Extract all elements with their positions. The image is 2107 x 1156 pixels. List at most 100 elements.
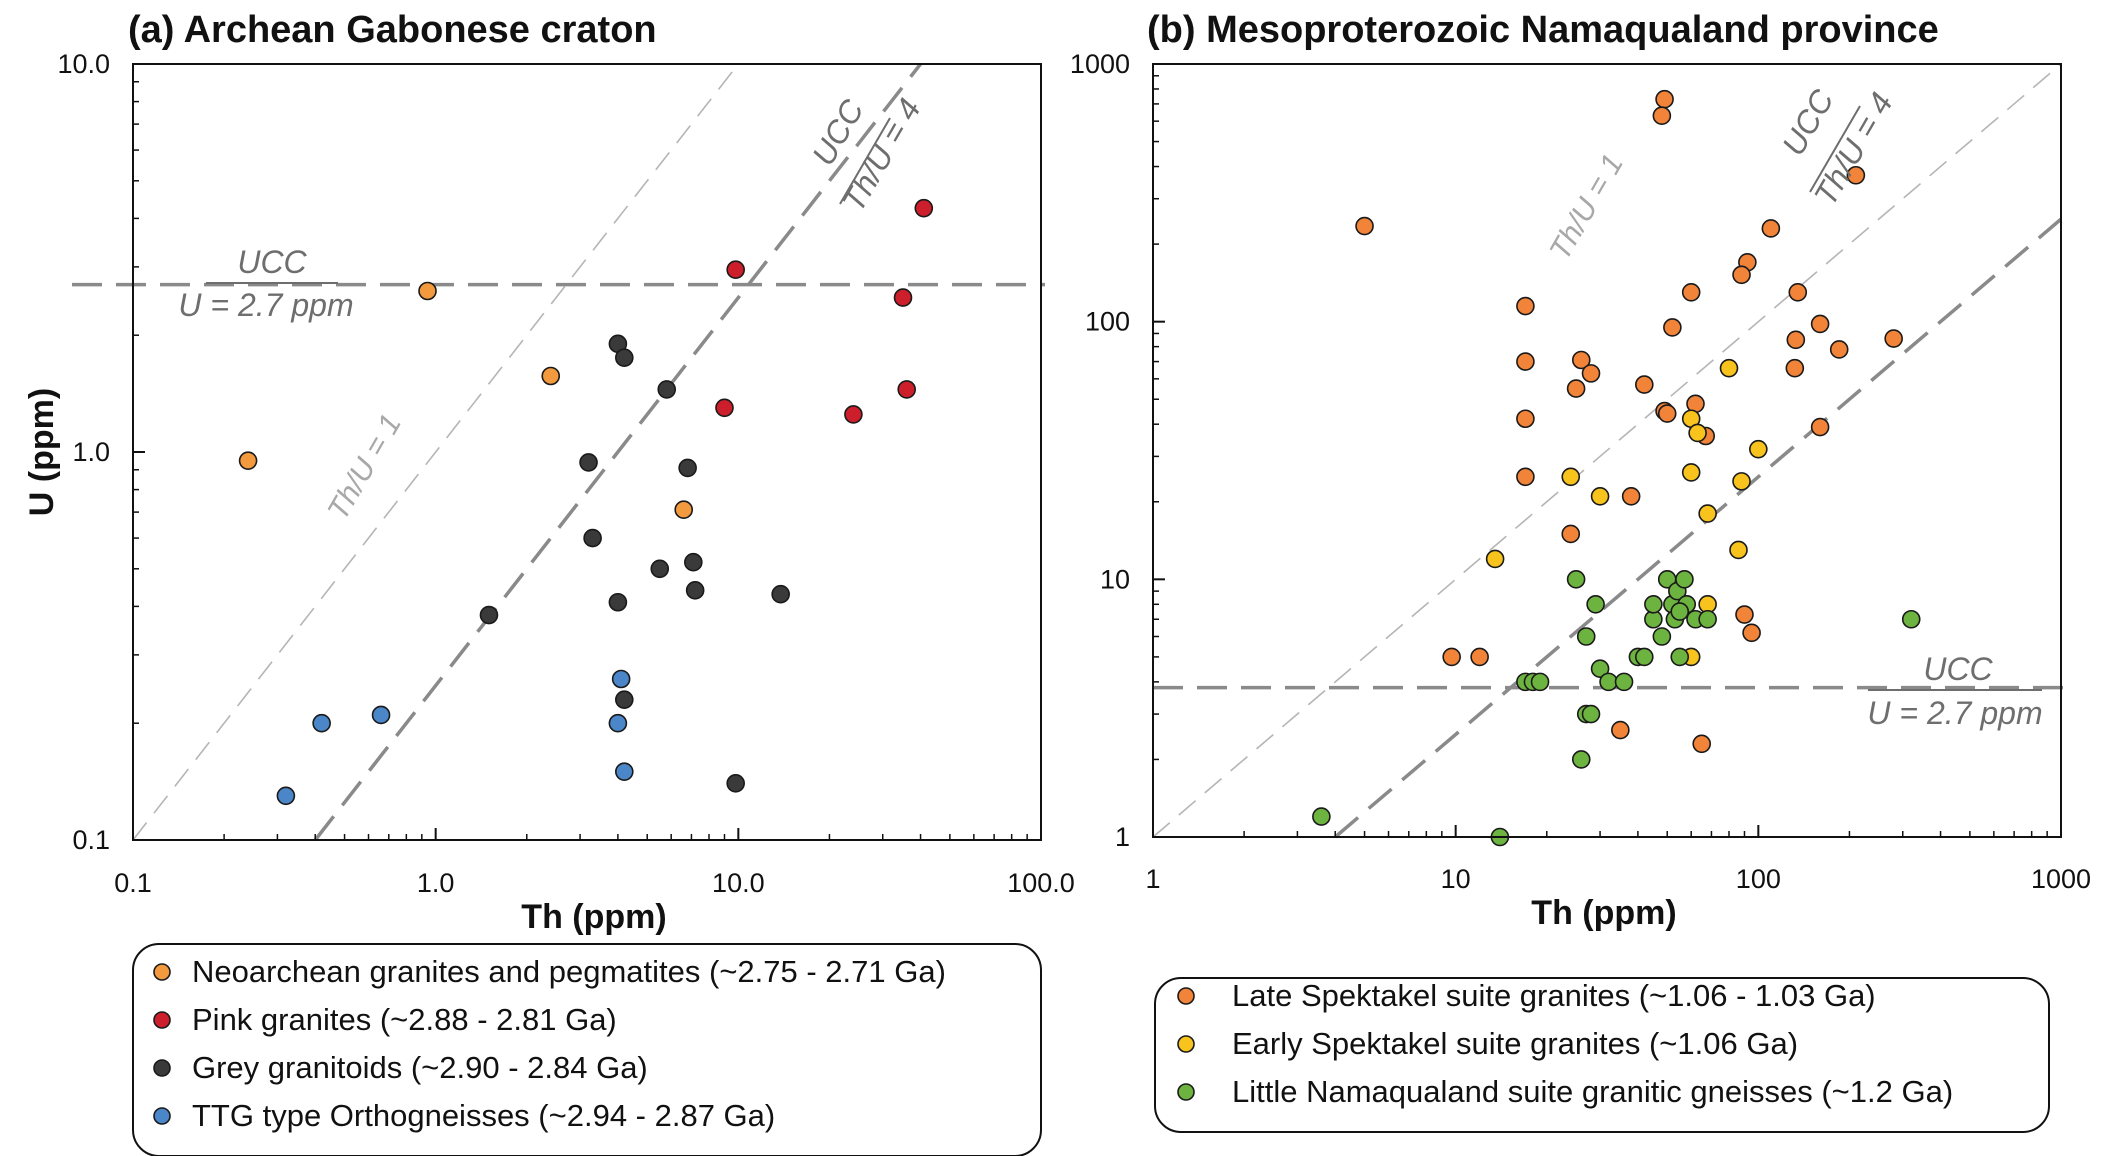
data-point-late-spektakel <box>1884 329 1903 348</box>
legend-marker-early-spektakel <box>1177 1035 1195 1053</box>
data-point-grey <box>583 528 602 548</box>
ucc-th-u-4-reference-line <box>1334 217 2063 839</box>
panel-a-guide-lines <box>72 62 1045 842</box>
panel-a-ticks: 0.1 1.0 10.0 100.0 0.1 1.0 10.0 <box>57 49 1074 898</box>
x-tick-label: 100.0 <box>1007 868 1075 898</box>
data-point-grey <box>479 605 499 625</box>
y-tick-label: 1000 <box>1070 49 1130 79</box>
data-point-grey <box>615 348 634 368</box>
panel-a-points <box>238 198 934 806</box>
panel-a-ucc-u-label: UCC <box>237 244 307 280</box>
data-point-little-namaqualand <box>1698 609 1717 629</box>
panel-b-legend <box>1154 977 2050 1133</box>
data-point-grey <box>726 774 745 793</box>
th-u-1-reference-line <box>1152 63 2062 838</box>
y-tick-label: 1 <box>1115 822 1130 852</box>
data-point-late-spektakel <box>1829 340 1849 359</box>
panel-a-ucc-u-value: U = 2.7 ppm <box>178 287 353 323</box>
legend-label: Grey granitoids (~2.90 - 2.84 Ga) <box>192 1050 648 1085</box>
data-point-late-spektakel <box>1732 265 1751 285</box>
data-point-late-spektakel <box>1652 106 1672 126</box>
data-point-late-spektakel <box>1571 350 1591 370</box>
panel-b-title: (b) Mesoproterozoic Namaqualand province <box>1147 9 1939 51</box>
data-point-pink <box>726 260 745 280</box>
data-point-late-spektakel <box>1655 89 1674 109</box>
data-point-grey <box>615 690 634 709</box>
panel-b: (b) Mesoproterozoic Namaqualand province… <box>1070 9 2091 1133</box>
data-point-little-namaqualand <box>1901 609 1921 629</box>
panel-b-legend-items: Late Spektakel suite granites (~1.06 - 1… <box>1177 978 1953 1109</box>
data-point-pink <box>715 398 734 418</box>
data-point-little-namaqualand <box>1675 570 1694 589</box>
legend-marker-little-namaqualand <box>1177 1083 1195 1101</box>
th-u-1-reference-line <box>132 63 739 841</box>
data-point-late-spektakel <box>1810 417 1830 437</box>
panel-b-plot-frame <box>1152 63 2062 838</box>
data-point-late-spektakel <box>1846 165 1866 185</box>
x-tick-label: 100 <box>1736 864 1781 894</box>
data-point-late-spektakel <box>1581 364 1601 383</box>
data-point-late-spektakel <box>1657 404 1677 423</box>
data-point-pink <box>914 198 934 218</box>
ucc-th-u-4-reference-line <box>313 62 922 842</box>
data-point-early-spektakel <box>1561 467 1581 487</box>
data-point-little-namaqualand <box>1571 750 1591 769</box>
legend-marker-neoarchean <box>153 963 171 981</box>
x-tick-label: 1.0 <box>417 868 455 898</box>
x-tick-label: 0.1 <box>114 868 152 898</box>
data-point-early-spektakel <box>1681 463 1701 482</box>
legend-marker-ttg <box>153 1107 171 1125</box>
data-point-late-spektakel <box>1692 734 1712 754</box>
data-point-little-namaqualand <box>1581 704 1601 724</box>
data-point-late-spektakel <box>1786 330 1806 350</box>
legend-label: Little Namaqualand suite granitic gneiss… <box>1232 1074 1953 1109</box>
legend-label: Early Spektakel suite granites (~1.06 Ga… <box>1232 1026 1798 1061</box>
x-tick-label: 10 <box>1441 864 1471 894</box>
data-point-late-spektakel <box>1681 283 1701 302</box>
data-point-early-spektakel <box>1698 504 1717 523</box>
data-point-early-spektakel <box>1749 439 1768 459</box>
panel-b-ucc-u-label: UCC <box>1923 651 1993 687</box>
data-point-early-spektakel <box>1729 540 1748 560</box>
data-point-late-spektakel <box>1621 487 1641 506</box>
data-point-late-spektakel <box>1516 467 1535 487</box>
data-point-grey <box>657 380 677 399</box>
x-tick-label: 1000 <box>2031 864 2091 894</box>
data-point-late-spektakel <box>1761 219 1781 238</box>
y-tick-label: 10 <box>1100 564 1130 594</box>
data-point-ttg <box>371 705 391 725</box>
data-point-neoarchean <box>674 500 694 520</box>
data-point-little-namaqualand <box>1312 807 1331 826</box>
y-tick-label: 10.0 <box>57 49 110 79</box>
data-point-late-spektakel <box>1663 318 1682 337</box>
data-point-late-spektakel <box>1788 283 1808 302</box>
data-point-late-spektakel <box>1470 647 1489 667</box>
data-point-little-namaqualand <box>1644 595 1663 614</box>
data-point-pink <box>893 288 913 307</box>
data-point-pink <box>844 405 863 424</box>
data-point-ttg <box>276 786 296 806</box>
panel-a-thu1-label: Th/U = 1 <box>321 409 408 526</box>
data-point-ttg <box>615 762 634 781</box>
data-point-grey <box>684 552 703 572</box>
data-point-late-spektakel <box>1810 314 1830 334</box>
data-point-grey <box>678 458 697 478</box>
data-point-neoarchean <box>541 366 561 386</box>
data-point-neoarchean <box>238 451 258 470</box>
legend-label: Late Spektakel suite granites (~1.06 - 1… <box>1232 978 1876 1013</box>
y-tick-label: 1.0 <box>72 437 110 467</box>
data-point-late-spektakel <box>1611 720 1630 740</box>
data-point-late-spektakel <box>1785 358 1805 378</box>
data-point-little-namaqualand <box>1576 627 1596 646</box>
legend-label: Pink granites (~2.88 - 2.81 Ga) <box>192 1002 617 1037</box>
data-point-late-spektakel <box>1561 524 1581 544</box>
panel-a: (a) Archean Gabonese craton 0.1 1.0 10.0 10… <box>23 9 1075 1156</box>
panel-a-ucc-thu4-fraction-bar <box>839 117 891 205</box>
data-point-early-spektakel <box>1688 423 1707 443</box>
data-point-little-namaqualand <box>1652 627 1672 646</box>
data-point-early-spektakel <box>1732 472 1751 491</box>
data-point-late-spektakel <box>1442 647 1461 667</box>
y-tick-label: 100 <box>1085 307 1130 337</box>
data-point-grey <box>608 592 628 612</box>
